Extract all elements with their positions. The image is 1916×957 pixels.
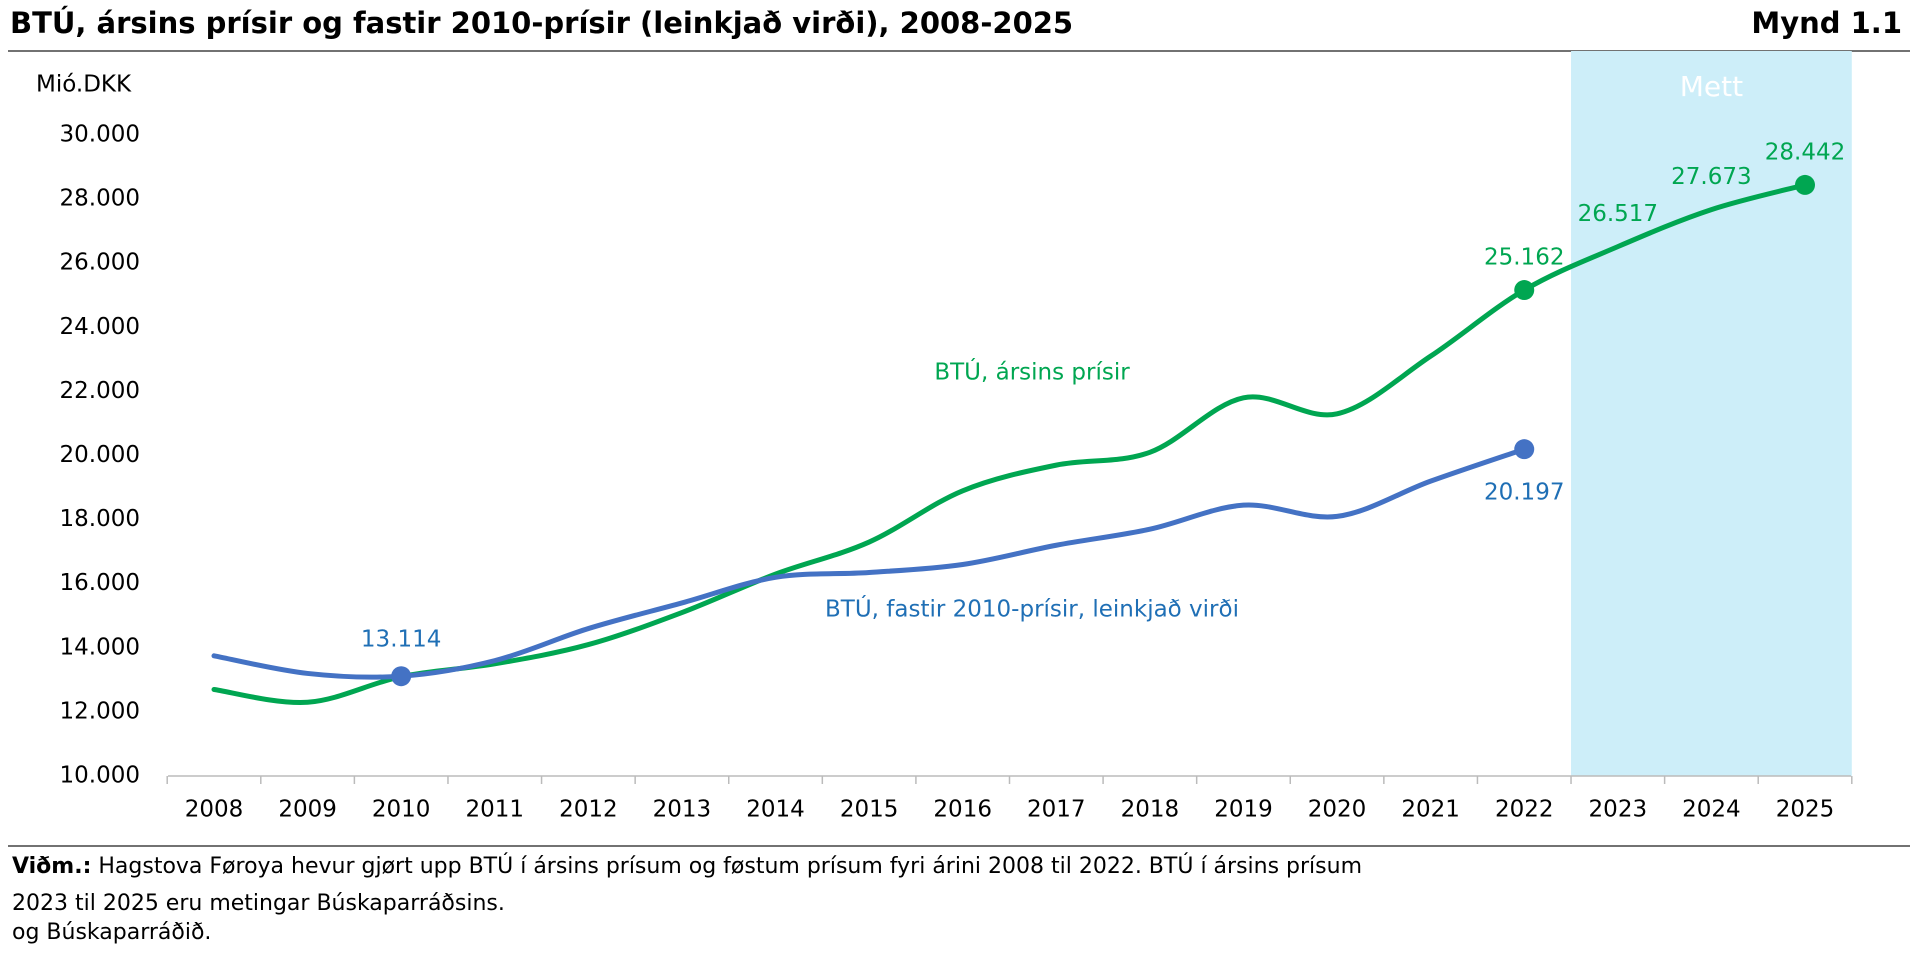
data-label: 25.162	[1484, 245, 1564, 271]
point-marker	[391, 666, 412, 687]
series-line	[211, 446, 1527, 680]
x-tick-label: 2020	[1308, 797, 1367, 823]
data-label: 20.197	[1484, 480, 1564, 506]
note-line: Viðm.: Hagstova Føroya hevur gjørt upp B…	[12, 853, 1362, 879]
x-tick-label: 2012	[559, 797, 618, 823]
y-tick-label: 18.000	[60, 506, 140, 532]
x-tick-label: 2024	[1682, 797, 1741, 823]
note-line: 2023 til 2025 eru metingar Búskaparráðsi…	[12, 891, 505, 916]
series-line	[211, 182, 1808, 706]
point-marker	[1795, 174, 1815, 195]
y-axis-label: Mió.DKK	[36, 72, 132, 98]
y-tick-label: 28.000	[60, 186, 140, 212]
data-label: 28.442	[1765, 139, 1845, 165]
figure-label: Mynd 1.1	[1751, 6, 1902, 40]
x-tick-label: 2008	[185, 797, 244, 823]
series-label: BTÚ, fastir 2010-prísir, leinkjað virði	[825, 595, 1239, 623]
x-tick-label: 2009	[278, 797, 337, 823]
x-tick-label: 2014	[746, 797, 805, 823]
forecast-label: Mett	[1680, 70, 1743, 103]
x-tick-label: 2015	[840, 797, 899, 823]
note-label: Viðm.:	[12, 854, 91, 879]
point-marker	[1514, 439, 1535, 460]
x-tick-label: 2017	[1027, 797, 1086, 823]
data-label: 26.517	[1578, 201, 1658, 227]
x-tick-label: 2018	[1121, 797, 1180, 823]
y-tick-label: 30.000	[60, 122, 140, 148]
y-tick-label: 22.000	[60, 378, 140, 404]
series-label: BTÚ, ársins prísir	[934, 358, 1130, 386]
x-tick-label: 2011	[465, 797, 524, 823]
x-tick-label: 2016	[933, 797, 992, 823]
y-tick-label: 24.000	[60, 314, 140, 340]
x-tick-label: 2010	[372, 797, 431, 823]
y-tick-label: 16.000	[60, 570, 140, 596]
x-tick-label: 2013	[653, 797, 712, 823]
y-tick-label: 12.000	[60, 698, 140, 724]
x-tick-label: 2025	[1776, 797, 1835, 823]
y-tick-label: 10.000	[60, 763, 140, 789]
chart-title: BTÚ, ársins prísir og fastir 2010-prísir…	[10, 6, 1073, 40]
data-label: 13.114	[361, 627, 441, 653]
x-tick-label: 2019	[1214, 797, 1273, 823]
data-label: 27.673	[1671, 164, 1751, 190]
point-marker	[1514, 280, 1535, 301]
forecast-region	[1571, 51, 1852, 776]
y-tick-label: 14.000	[60, 634, 140, 660]
y-tick-label: 26.000	[60, 250, 140, 276]
note-text: Hagstova Føroya hevur gjørt upp BTÚ í ár…	[98, 853, 1362, 879]
x-tick-label: 2022	[1495, 797, 1554, 823]
x-tick-label: 2021	[1401, 797, 1460, 823]
y-tick-label: 20.000	[60, 442, 140, 468]
note-line: og Búskaparráðið.	[12, 920, 211, 945]
x-tick-label: 2023	[1589, 797, 1648, 823]
